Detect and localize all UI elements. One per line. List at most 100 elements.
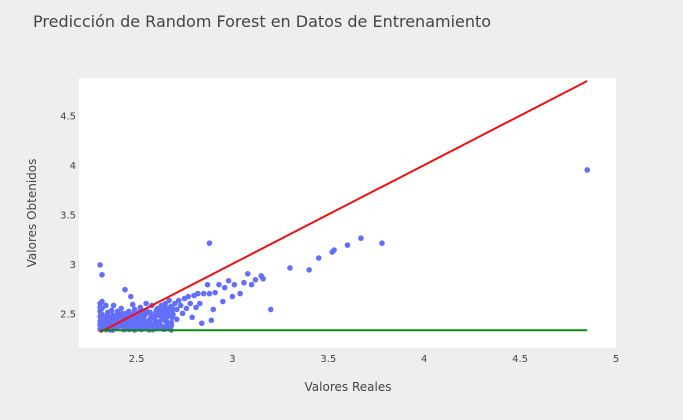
data-point [154, 311, 161, 318]
data-point [174, 316, 180, 323]
data-point [124, 322, 130, 329]
data-point [315, 255, 322, 261]
data-point [168, 303, 174, 310]
data-point [172, 300, 178, 307]
data-point [225, 277, 232, 284]
data-point [112, 317, 119, 324]
data-point [206, 240, 213, 246]
data-point [127, 293, 134, 300]
data-point [99, 272, 105, 278]
data-point [241, 279, 247, 286]
data-point [99, 311, 105, 318]
data-point [141, 313, 148, 320]
data-point [177, 302, 184, 309]
data-point [103, 302, 109, 309]
data-point [212, 289, 218, 296]
data-point [231, 281, 238, 288]
axis-ticks: 2.5 3 3.5 4 4.5 5 2.5 3 3.5 4 4.5 [60, 112, 619, 365]
data-point [197, 300, 203, 307]
data-point [137, 304, 144, 311]
data-point [99, 305, 105, 312]
y-tick-label: 3 [70, 260, 76, 271]
data-point [216, 281, 222, 288]
data-point [152, 318, 159, 325]
data-point [126, 308, 132, 315]
data-point [208, 317, 215, 324]
data-point [154, 305, 161, 312]
data-point [145, 324, 151, 331]
chart-title: Predicción de Random Forest en Datos de … [33, 12, 491, 31]
data-point [237, 290, 243, 297]
x-tick-label: 2.5 [129, 354, 145, 365]
data-point [306, 267, 312, 273]
x-tick-label: 3 [229, 354, 235, 365]
data-point [220, 298, 226, 305]
data-point [129, 319, 136, 326]
data-point [166, 320, 172, 327]
data-point [187, 300, 194, 307]
data-point [185, 293, 192, 300]
data-point [179, 310, 186, 317]
data-point [108, 307, 115, 314]
data-point [114, 308, 121, 315]
data-point [129, 301, 136, 308]
data-point [195, 290, 201, 297]
y-tick-label: 4 [70, 161, 76, 172]
data-point [143, 300, 149, 307]
data-point [252, 276, 259, 283]
data-point [244, 271, 251, 277]
data-point [166, 297, 172, 304]
data-point [156, 323, 163, 330]
data-point [198, 320, 205, 327]
data-point [104, 314, 111, 321]
data-point [139, 320, 146, 327]
x-tick-label: 5 [613, 354, 619, 365]
y-tick-label: 3.5 [60, 210, 76, 221]
y-tick-label: 2.5 [60, 309, 76, 320]
data-point [164, 306, 171, 313]
y-tick-label: 4.5 [60, 112, 76, 123]
data-point [379, 240, 385, 246]
data-point [584, 167, 591, 173]
data-point [160, 315, 167, 322]
data-point [189, 314, 195, 321]
data-point [135, 316, 142, 323]
data-point [118, 305, 124, 312]
data-point [99, 298, 105, 305]
data-point [358, 235, 364, 242]
x-axis-label: Valores Reales [305, 380, 392, 394]
data-point [204, 281, 211, 288]
data-point [229, 293, 236, 300]
data-point [331, 247, 337, 253]
data-point [200, 290, 207, 297]
data-point [162, 300, 169, 307]
data-point [260, 275, 266, 282]
data-point [110, 312, 117, 319]
data-point [110, 302, 117, 309]
y-axis-label: Valores Obtenidos [25, 159, 39, 268]
x-tick-label: 4 [421, 354, 427, 365]
data-point [206, 290, 213, 297]
data-point [116, 314, 123, 321]
data-point [174, 306, 180, 313]
data-point [147, 316, 153, 323]
data-point [193, 304, 199, 311]
data-point [120, 311, 126, 318]
data-point [147, 309, 153, 316]
identity-line [99, 80, 588, 334]
x-tick-label: 3.5 [320, 354, 336, 365]
data-point [122, 286, 128, 293]
data-point [175, 297, 182, 304]
reference-lines [99, 80, 588, 334]
data-point [248, 281, 255, 288]
data-points [97, 167, 591, 333]
data-point [267, 306, 274, 313]
data-point [183, 305, 190, 312]
data-point [131, 306, 138, 313]
data-point [97, 262, 103, 268]
data-point [210, 306, 217, 313]
data-point [133, 323, 140, 330]
data-point [170, 311, 176, 318]
